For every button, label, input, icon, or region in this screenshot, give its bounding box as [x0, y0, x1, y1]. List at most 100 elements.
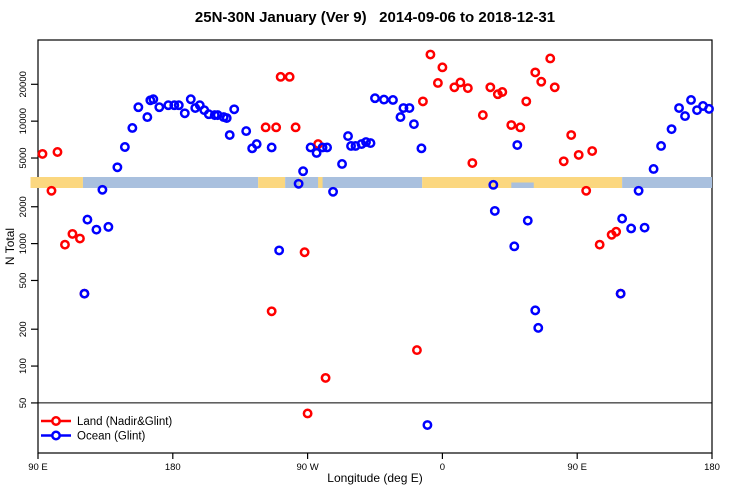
data-point-land	[449, 82, 460, 93]
data-point-ocean	[142, 112, 153, 123]
data-point-ocean	[133, 102, 144, 113]
legend-marker	[51, 430, 61, 441]
data-point-ocean	[82, 214, 93, 225]
data-point-land	[587, 146, 598, 157]
data-point-ocean	[704, 103, 714, 114]
data-point-ocean	[346, 141, 356, 151]
data-point-ocean	[112, 162, 123, 173]
y-tick-label: 20000	[18, 71, 29, 97]
x-tick-label: 90 E	[28, 462, 48, 473]
data-point-ocean	[674, 103, 684, 113]
data-point-ocean	[530, 305, 541, 316]
data-point-land	[290, 122, 301, 133]
y-tick-label: 100	[18, 358, 29, 374]
data-point-land	[320, 372, 331, 383]
data-point-ocean	[317, 142, 328, 153]
band-segment-ocean	[622, 177, 712, 188]
data-point-ocean	[91, 224, 102, 235]
data-point-ocean	[185, 94, 196, 105]
data-point-land	[611, 226, 622, 237]
data-point-land	[411, 345, 422, 356]
chart-title: 25N-30N January (Ver 9) 2014-09-06 to 20…	[194, 9, 556, 26]
data-point-ocean	[522, 215, 533, 226]
data-point-ocean	[361, 137, 371, 148]
data-point-land	[37, 148, 48, 159]
data-point-ocean	[163, 100, 174, 111]
data-point-ocean	[148, 94, 159, 105]
data-point-land	[558, 156, 569, 167]
data-point-land	[462, 83, 473, 94]
data-point-land	[271, 122, 282, 133]
data-point-ocean	[509, 241, 520, 252]
data-point-ocean	[533, 322, 544, 333]
x-tick-label: 90 W	[297, 462, 319, 473]
data-point-ocean	[173, 100, 184, 111]
data-point-ocean	[79, 288, 90, 299]
data-point-ocean	[328, 186, 339, 197]
data-point-ocean	[379, 94, 389, 105]
data-point-ocean	[154, 102, 165, 113]
legend-label: Land (Nadir&Glint)	[77, 416, 172, 428]
data-point-ocean	[666, 124, 677, 135]
y-tick-label: 500	[18, 273, 29, 289]
y-tick-label: 1000	[18, 233, 29, 254]
data-point-ocean	[229, 104, 240, 115]
data-point-ocean	[221, 113, 232, 124]
data-point-ocean	[322, 142, 333, 153]
data-point-ocean	[626, 223, 637, 234]
data-point-land	[299, 247, 310, 258]
plot-border	[37, 39, 713, 454]
data-point-ocean	[370, 93, 380, 104]
x-axis-title: Longitude (deg E)	[327, 471, 422, 485]
x-tick-label: 180	[165, 462, 181, 473]
data-point-ocean	[422, 420, 433, 430]
data-point-land	[60, 239, 70, 250]
band-segment-land	[30, 177, 83, 188]
data-point-land	[545, 53, 556, 64]
data-point-land	[536, 76, 547, 87]
data-point-ocean	[103, 221, 114, 232]
data-point-ocean	[617, 213, 628, 224]
data-point-ocean	[680, 111, 690, 122]
data-point-ocean	[179, 108, 190, 119]
band-segment-ocean	[511, 182, 534, 188]
data-point-land	[67, 228, 78, 239]
data-point-land	[302, 408, 313, 419]
data-point-land	[485, 82, 496, 93]
data-point-ocean	[241, 126, 252, 137]
data-point-land	[432, 78, 443, 88]
x-tick-label: 180	[704, 462, 720, 473]
data-point-land	[573, 149, 584, 160]
y-tick-label: 200	[18, 321, 29, 337]
data-point-ocean	[311, 148, 322, 158]
data-point-land	[275, 71, 286, 82]
data-point-ocean	[224, 130, 235, 141]
data-point-land	[515, 122, 526, 133]
y-tick-label: 50	[18, 398, 29, 409]
data-point-ocean	[365, 138, 376, 149]
data-point-ocean	[648, 164, 659, 174]
data-point-ocean	[488, 179, 499, 190]
data-point-land	[417, 96, 428, 107]
data-point-ocean	[203, 109, 214, 120]
data-point-land	[74, 233, 85, 244]
data-point-land	[530, 67, 541, 78]
y-tick-label: 5000	[18, 147, 29, 168]
data-point-land	[284, 71, 295, 82]
band-segment-land	[258, 177, 286, 188]
data-point-ocean	[656, 141, 667, 151]
data-point-ocean	[97, 184, 108, 195]
data-point-ocean	[615, 288, 626, 299]
data-point-land	[506, 120, 517, 130]
data-point-land	[266, 306, 277, 317]
y-tick-label: 10000	[18, 108, 29, 134]
x-tick-label: 0	[440, 462, 445, 473]
data-point-ocean	[398, 103, 409, 113]
data-point-land	[260, 122, 271, 133]
data-point-ocean	[395, 112, 406, 123]
data-point-ocean	[266, 142, 277, 153]
data-point-land	[477, 110, 488, 121]
data-point-ocean	[305, 142, 316, 153]
data-point-ocean	[251, 139, 262, 150]
